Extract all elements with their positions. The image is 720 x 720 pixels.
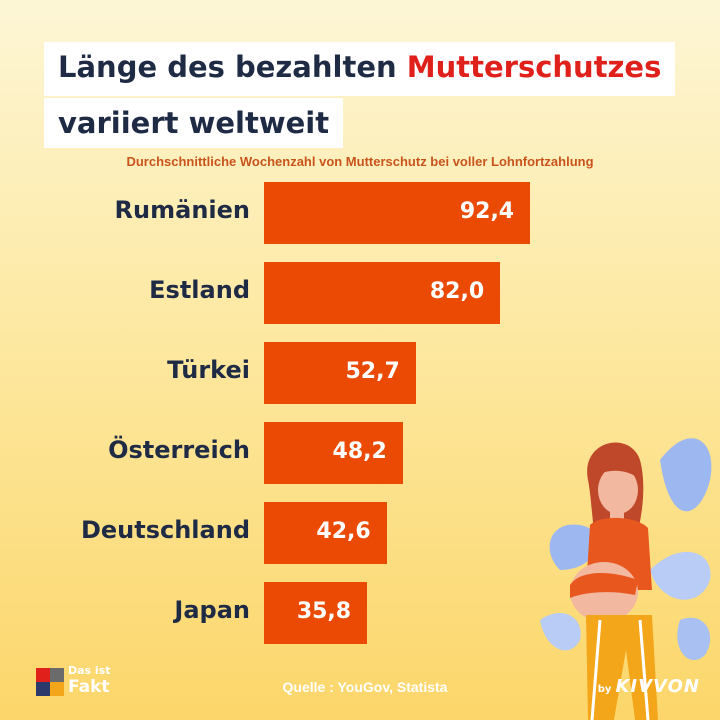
category-label: Estland bbox=[149, 276, 250, 304]
title-part-2: variiert weltweit bbox=[58, 106, 330, 140]
pregnant-woman-illustration bbox=[540, 438, 712, 720]
category-label: Deutschland bbox=[80, 516, 250, 544]
logo-line-1: Das ist bbox=[68, 664, 111, 677]
bar bbox=[264, 422, 403, 484]
value-label: 82,0 bbox=[429, 279, 485, 304]
category-label: Japan bbox=[174, 596, 250, 624]
value-label: 35,8 bbox=[296, 599, 352, 624]
chart-subtitle: Durchschnittliche Wochenzahl von Mutters… bbox=[126, 154, 594, 169]
category-label: Österreich bbox=[108, 436, 250, 464]
category-label: Türkei bbox=[167, 356, 250, 384]
value-label: 52,7 bbox=[345, 359, 400, 384]
woman-figure bbox=[570, 442, 658, 720]
bar bbox=[264, 502, 387, 564]
bar bbox=[264, 582, 368, 644]
das-ist-fakt-logo: Das ist Fakt bbox=[30, 664, 140, 704]
title-line-2: variiert weltweit bbox=[44, 98, 344, 148]
bar bbox=[264, 342, 416, 404]
logo-line-2: Fakt bbox=[68, 677, 110, 697]
bar bbox=[264, 262, 501, 324]
source-note: Quelle : YouGov, Statista bbox=[282, 679, 448, 695]
title-line-1: Länge des bezahlten Mutterschutzes bbox=[44, 42, 676, 96]
value-label: 48,2 bbox=[332, 439, 387, 464]
brand-by: by bbox=[597, 684, 612, 695]
category-label: Rumänien bbox=[114, 196, 250, 224]
value-label: 92,4 bbox=[459, 199, 515, 224]
leaf-icon bbox=[540, 438, 712, 661]
kivvon-brand: by KIVVON bbox=[598, 676, 700, 697]
title-part-1: Länge des bezahlten bbox=[58, 50, 407, 84]
title-highlight: Mutterschutzes bbox=[406, 50, 662, 84]
bar bbox=[264, 182, 531, 244]
brand-name: KIVVON bbox=[615, 676, 700, 697]
value-label: 42,6 bbox=[316, 519, 371, 544]
